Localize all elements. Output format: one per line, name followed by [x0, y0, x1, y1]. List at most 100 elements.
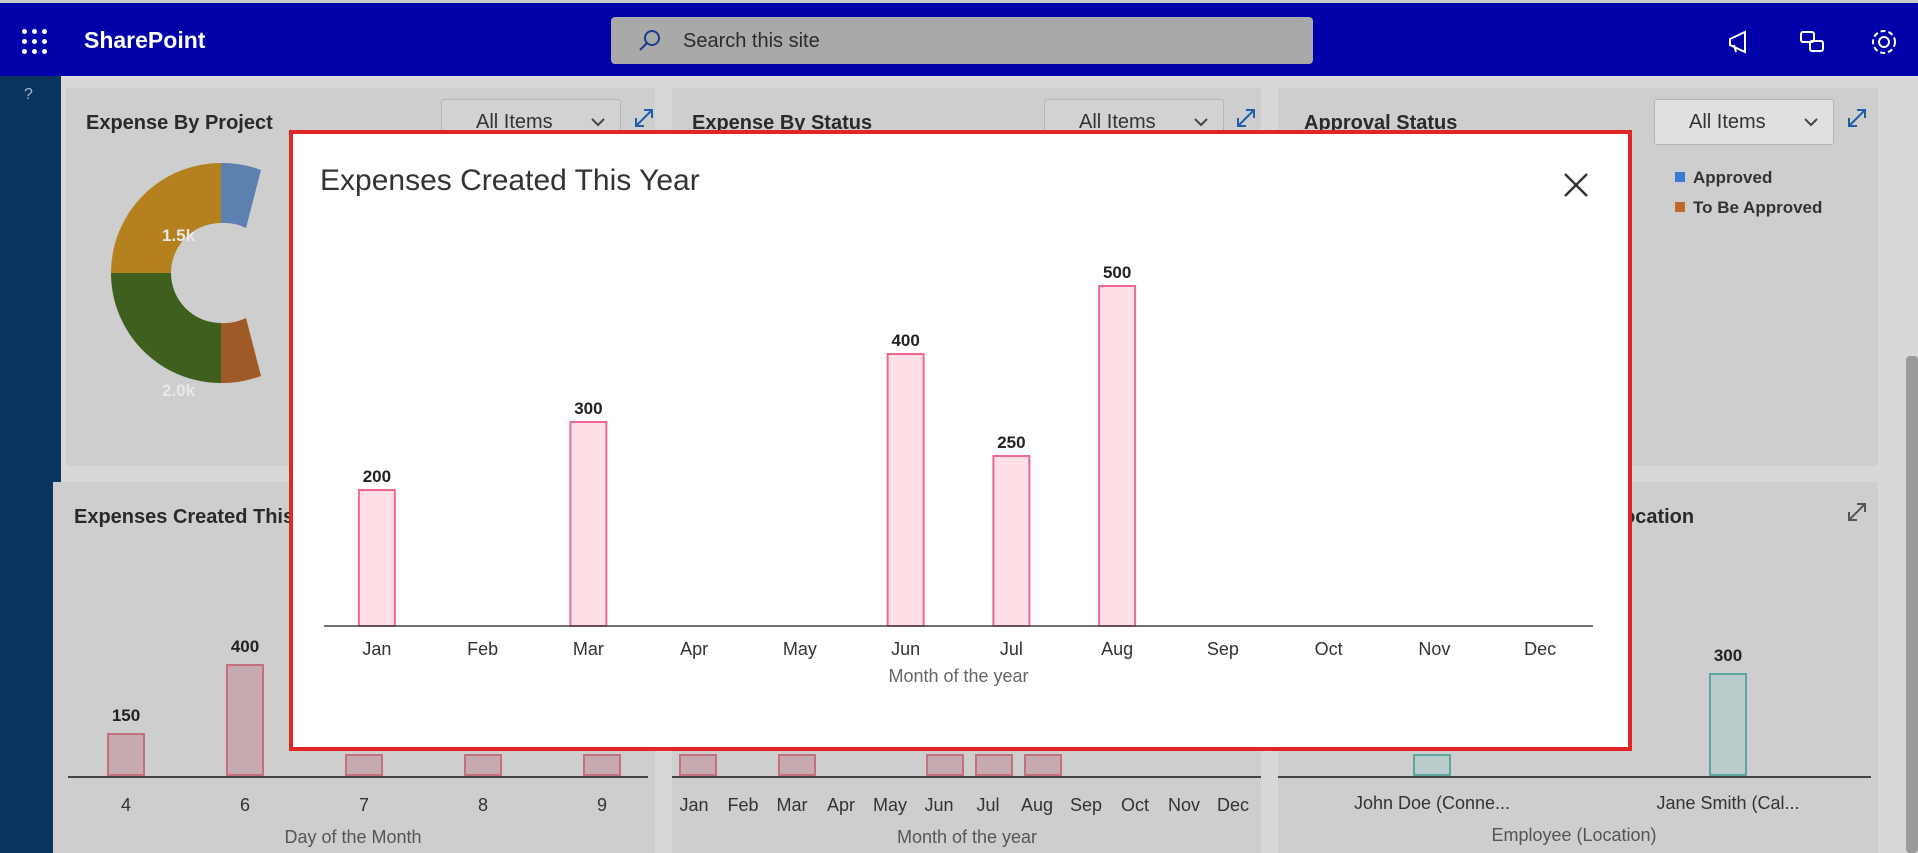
left-rail: ?: [0, 76, 61, 853]
chart-bar: [992, 455, 1031, 627]
x-tick: 4: [120, 795, 131, 815]
x-axis-title: Month of the year: [896, 827, 1038, 847]
x-tick: Sep: [1069, 795, 1103, 815]
expand-icon[interactable]: [1845, 106, 1869, 130]
chart-bar: [778, 754, 816, 776]
chart-bar: [583, 754, 621, 776]
x-tick: 7: [358, 795, 369, 815]
x-axis-line: [68, 776, 648, 778]
bar-data-label: 400: [891, 331, 919, 350]
chevron-down-icon: [1804, 118, 1818, 127]
x-tick: Jun: [924, 795, 954, 815]
x-tick: 8: [477, 795, 488, 815]
search-icon: [639, 30, 660, 51]
chart-bar: [886, 353, 925, 627]
chart-bar: [926, 754, 964, 776]
x-tick: John Doe (Conne...: [1353, 793, 1511, 813]
x-tick-label: Mar: [573, 639, 604, 659]
x-tick-label: Dec: [1524, 639, 1556, 659]
bar-data-label: 500: [1103, 263, 1131, 282]
expand-icon[interactable]: [1234, 106, 1258, 130]
feedback-icon[interactable]: [1797, 27, 1827, 57]
donut-label: 2.0k: [162, 381, 196, 400]
card-title: Expenses Created This: [74, 506, 295, 528]
x-tick: Jane Smith (Cal...: [1656, 793, 1800, 813]
chart-bar: [107, 733, 145, 776]
x-axis-line: [1278, 776, 1871, 778]
donut-label: 1.5k: [162, 226, 196, 245]
x-tick-label: Sep: [1207, 639, 1239, 659]
x-axis-title: Day of the Month: [284, 827, 422, 847]
card-title: Approval Status: [1304, 112, 1458, 134]
items-dropdown[interactable]: All Items: [1654, 99, 1834, 145]
card-title: ocation: [1623, 506, 1695, 528]
chart-bar: [357, 489, 396, 627]
expand-icon[interactable]: [632, 106, 656, 130]
close-icon[interactable]: [1561, 170, 1591, 200]
legend-approved: Approved: [1675, 168, 1772, 188]
app-launcher-icon[interactable]: [22, 29, 48, 55]
x-tick-label: Oct: [1315, 639, 1343, 659]
bar-label: 150: [111, 706, 141, 725]
dropdown-label: All Items: [1079, 111, 1156, 133]
x-tick: 9: [596, 795, 607, 815]
sharepoint-brand[interactable]: SharePoint: [84, 27, 206, 53]
bar-data-label: 300: [574, 399, 602, 418]
suite-bar: SharePoint: [0, 0, 1918, 76]
chart-bar: [464, 754, 502, 776]
x-tick: Feb: [727, 795, 759, 815]
x-tick-label: May: [783, 639, 817, 659]
x-tick: Nov: [1167, 795, 1200, 815]
dropdown-label: All Items: [476, 111, 553, 133]
x-tick: Jul: [976, 795, 1000, 815]
x-tick-label: Jun: [891, 639, 920, 659]
chart-bar: [1413, 754, 1451, 776]
chevron-down-icon: [1194, 118, 1208, 127]
bar-data-label: 250: [997, 433, 1025, 452]
chart-bar: [975, 754, 1013, 776]
bar-label: 400: [230, 637, 260, 656]
settings-gear-icon[interactable]: [1869, 27, 1899, 57]
x-tick-label: Apr: [680, 639, 708, 659]
x-tick: Oct: [1120, 795, 1149, 815]
chart-bar: [569, 421, 608, 627]
chart-bar: [679, 754, 717, 776]
legend-to-be-approved: To Be Approved: [1675, 198, 1822, 218]
x-tick-label: Jan: [362, 639, 391, 659]
x-tick-label: Feb: [467, 639, 498, 659]
megaphone-icon[interactable]: [1725, 27, 1755, 57]
chart-bar: [226, 664, 264, 776]
help-icon[interactable]: ?: [24, 86, 33, 103]
bar-data-label: 200: [363, 467, 391, 486]
x-tick: 6: [239, 795, 250, 815]
chart-bar: [345, 754, 383, 776]
site-search[interactable]: [611, 17, 1313, 64]
chart-bar: [1024, 754, 1062, 776]
x-tick: Aug: [1020, 795, 1054, 815]
x-axis-line: [672, 776, 1261, 778]
donut-chart: [111, 162, 261, 384]
bar-label: 300: [1713, 646, 1743, 665]
expand-icon[interactable]: [1845, 500, 1869, 524]
card-title: Expense By Project: [86, 112, 273, 134]
card-title: Expense By Status: [692, 112, 873, 134]
x-tick-label: Aug: [1101, 639, 1133, 659]
x-tick: Mar: [776, 795, 808, 815]
x-tick: May: [872, 795, 907, 815]
x-tick: Apr: [826, 795, 855, 815]
dialog-title: Expenses Created This Year: [320, 164, 700, 197]
x-axis-title: Month of the year: [888, 666, 1028, 686]
chart-bar: [1098, 285, 1137, 627]
x-tick: Jan: [679, 795, 709, 815]
chart-bar: [1709, 673, 1747, 776]
expenses-bar-chart: 200 Jan Feb 300 Mar Apr May 400 Jun 250 Jul 500 Aug S…: [324, 263, 1593, 686]
x-axis-title: Employee (Location): [1491, 825, 1657, 845]
dropdown-label: All Items: [1689, 111, 1766, 133]
expanded-chart-dialog: Expenses Created This Year 200 Jan Feb 300 M…: [289, 130, 1632, 751]
search-input[interactable]: [681, 25, 1285, 57]
x-tick: Dec: [1216, 795, 1249, 815]
x-tick-label: Nov: [1418, 639, 1450, 659]
chevron-down-icon: [591, 118, 605, 127]
x-tick-label: Jul: [1000, 639, 1023, 659]
page-scrollbar[interactable]: [1906, 356, 1918, 853]
